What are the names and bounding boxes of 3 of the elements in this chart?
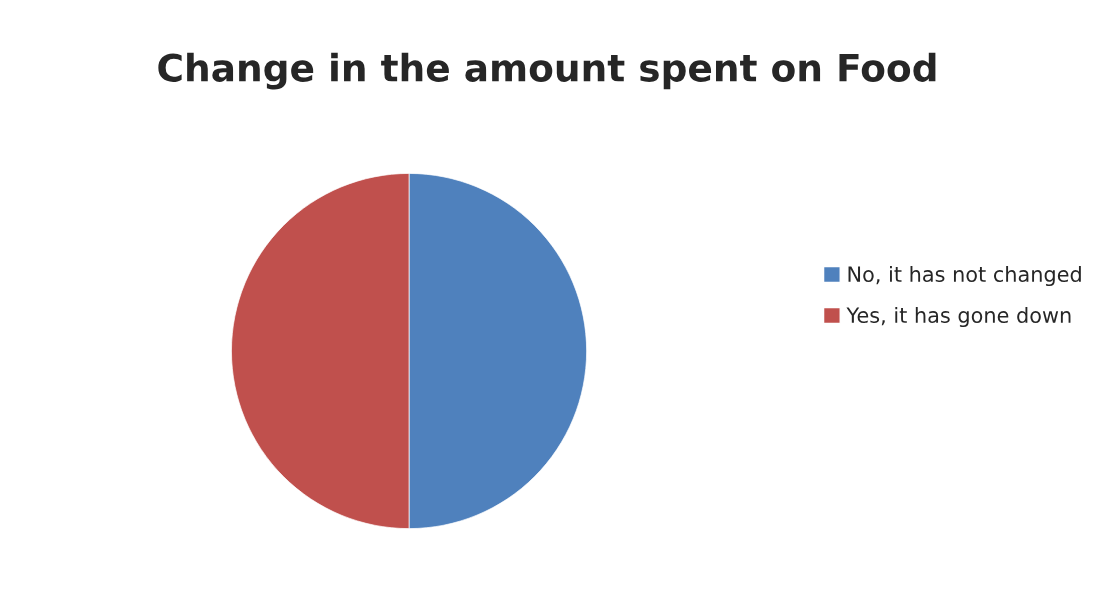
legend-label: Yes, it has gone down: [846, 306, 1071, 328]
legend-label: No, it has not changed: [848, 265, 1081, 287]
chart-title: Change in the amount spent on Food: [158, 52, 936, 90]
